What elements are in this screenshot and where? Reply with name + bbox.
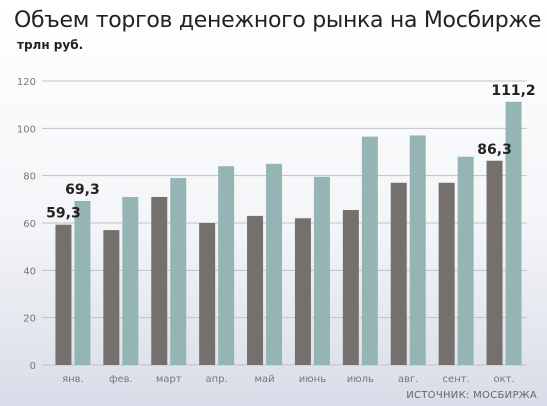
x-tick-label: март — [156, 374, 182, 385]
bar-series-1 — [151, 196, 168, 365]
bar-series-1 — [294, 218, 311, 365]
x-tick-label: авг. — [398, 374, 418, 385]
bar-series-1 — [103, 230, 120, 365]
x-tick-label: апр. — [206, 374, 228, 385]
bar-series-1 — [55, 224, 72, 365]
bar-series-1 — [199, 223, 216, 365]
bar-series-2 — [266, 163, 283, 365]
bar-series-2 — [218, 166, 235, 365]
bar-series-1 — [486, 160, 503, 365]
y-axis-unit-label: трлн руб. — [17, 38, 84, 52]
bar-series-2 — [122, 196, 139, 365]
bar-series-2 — [409, 135, 426, 365]
y-tick-label: 120 — [17, 77, 36, 88]
x-tick-label: сент. — [443, 374, 470, 385]
bar-series-2 — [74, 200, 91, 365]
x-tick-label: май — [254, 374, 274, 385]
bar-series-1 — [390, 182, 407, 365]
data-label: 69,3 — [65, 182, 100, 198]
x-tick-label: янв. — [62, 374, 84, 385]
data-label: 59,3 — [46, 206, 81, 222]
y-tick-label: 100 — [17, 124, 36, 135]
y-tick-label: 0 — [30, 361, 36, 372]
x-tick-label: окт. — [493, 374, 514, 385]
chart-title: Объем торгов денежного рынка на Мосбирже — [14, 8, 542, 33]
bar-series-2 — [313, 176, 330, 365]
y-tick-label: 60 — [23, 219, 36, 230]
data-label: 111,2 — [491, 83, 535, 99]
bar-series-2 — [505, 101, 522, 366]
x-tick-label: июль — [347, 374, 374, 385]
y-tick-label: 80 — [23, 172, 36, 183]
bar-series-1 — [342, 209, 359, 365]
y-tick-label: 40 — [23, 266, 36, 277]
x-tick-label: июнь — [299, 374, 326, 385]
bar-series-2 — [361, 136, 378, 365]
bar-series-2 — [170, 178, 187, 365]
source-note: ИСТОЧНИК: МОСБИРЖА — [406, 390, 537, 401]
y-tick-label: 20 — [23, 314, 36, 325]
bar-series-1 — [438, 182, 455, 365]
bar-series-2 — [457, 156, 474, 365]
x-tick-label: фев. — [109, 374, 133, 385]
bar-series-1 — [247, 215, 264, 365]
data-label: 86,3 — [477, 142, 512, 158]
